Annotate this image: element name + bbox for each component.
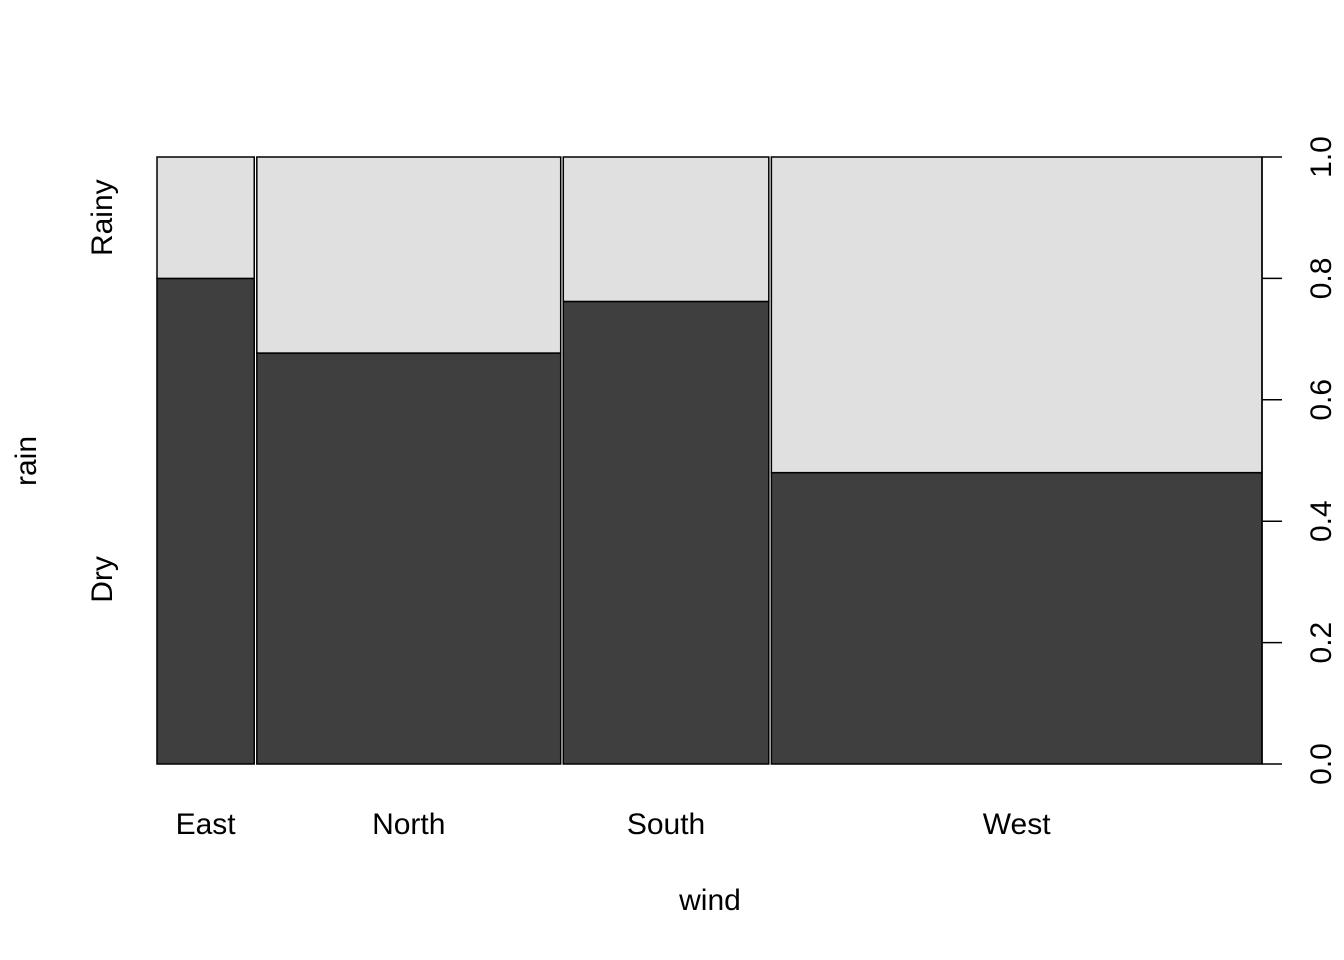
category-label-north: North — [372, 808, 445, 841]
y-tick-label: 0.6 — [1305, 379, 1338, 421]
category-labels: East North South West — [176, 808, 1052, 841]
bar-dry-east — [156, 277, 255, 765]
level-label-dry: Dry — [86, 556, 119, 603]
bars-group — [156, 156, 1263, 765]
bar-dry-south — [562, 300, 770, 765]
y-tick-label: 0.4 — [1305, 500, 1338, 542]
bar-dry-west — [770, 471, 1263, 765]
category-label-south: South — [627, 808, 705, 841]
bar-rainy-south — [562, 156, 770, 303]
bar-rainy-north — [256, 156, 562, 354]
bar-dry-north — [256, 352, 562, 765]
bar-rainy-west — [770, 156, 1263, 474]
level-labels: Dry Rainy — [86, 179, 119, 602]
y-axis: 0.0 0.2 0.4 0.6 0.8 1.0 — [1261, 136, 1338, 785]
bar-rainy-east — [156, 156, 255, 280]
y-tick-label: 0.0 — [1305, 743, 1338, 785]
y-tick-label: 0.2 — [1305, 622, 1338, 664]
y-axis-label: rain — [10, 436, 43, 486]
y-tick-label: 0.8 — [1305, 258, 1338, 300]
y-tick-label: 1.0 — [1305, 136, 1338, 178]
x-axis-label: wind — [678, 884, 741, 917]
category-label-east: East — [176, 808, 237, 841]
category-label-west: West — [983, 808, 1051, 841]
level-label-rainy: Rainy — [86, 179, 119, 256]
